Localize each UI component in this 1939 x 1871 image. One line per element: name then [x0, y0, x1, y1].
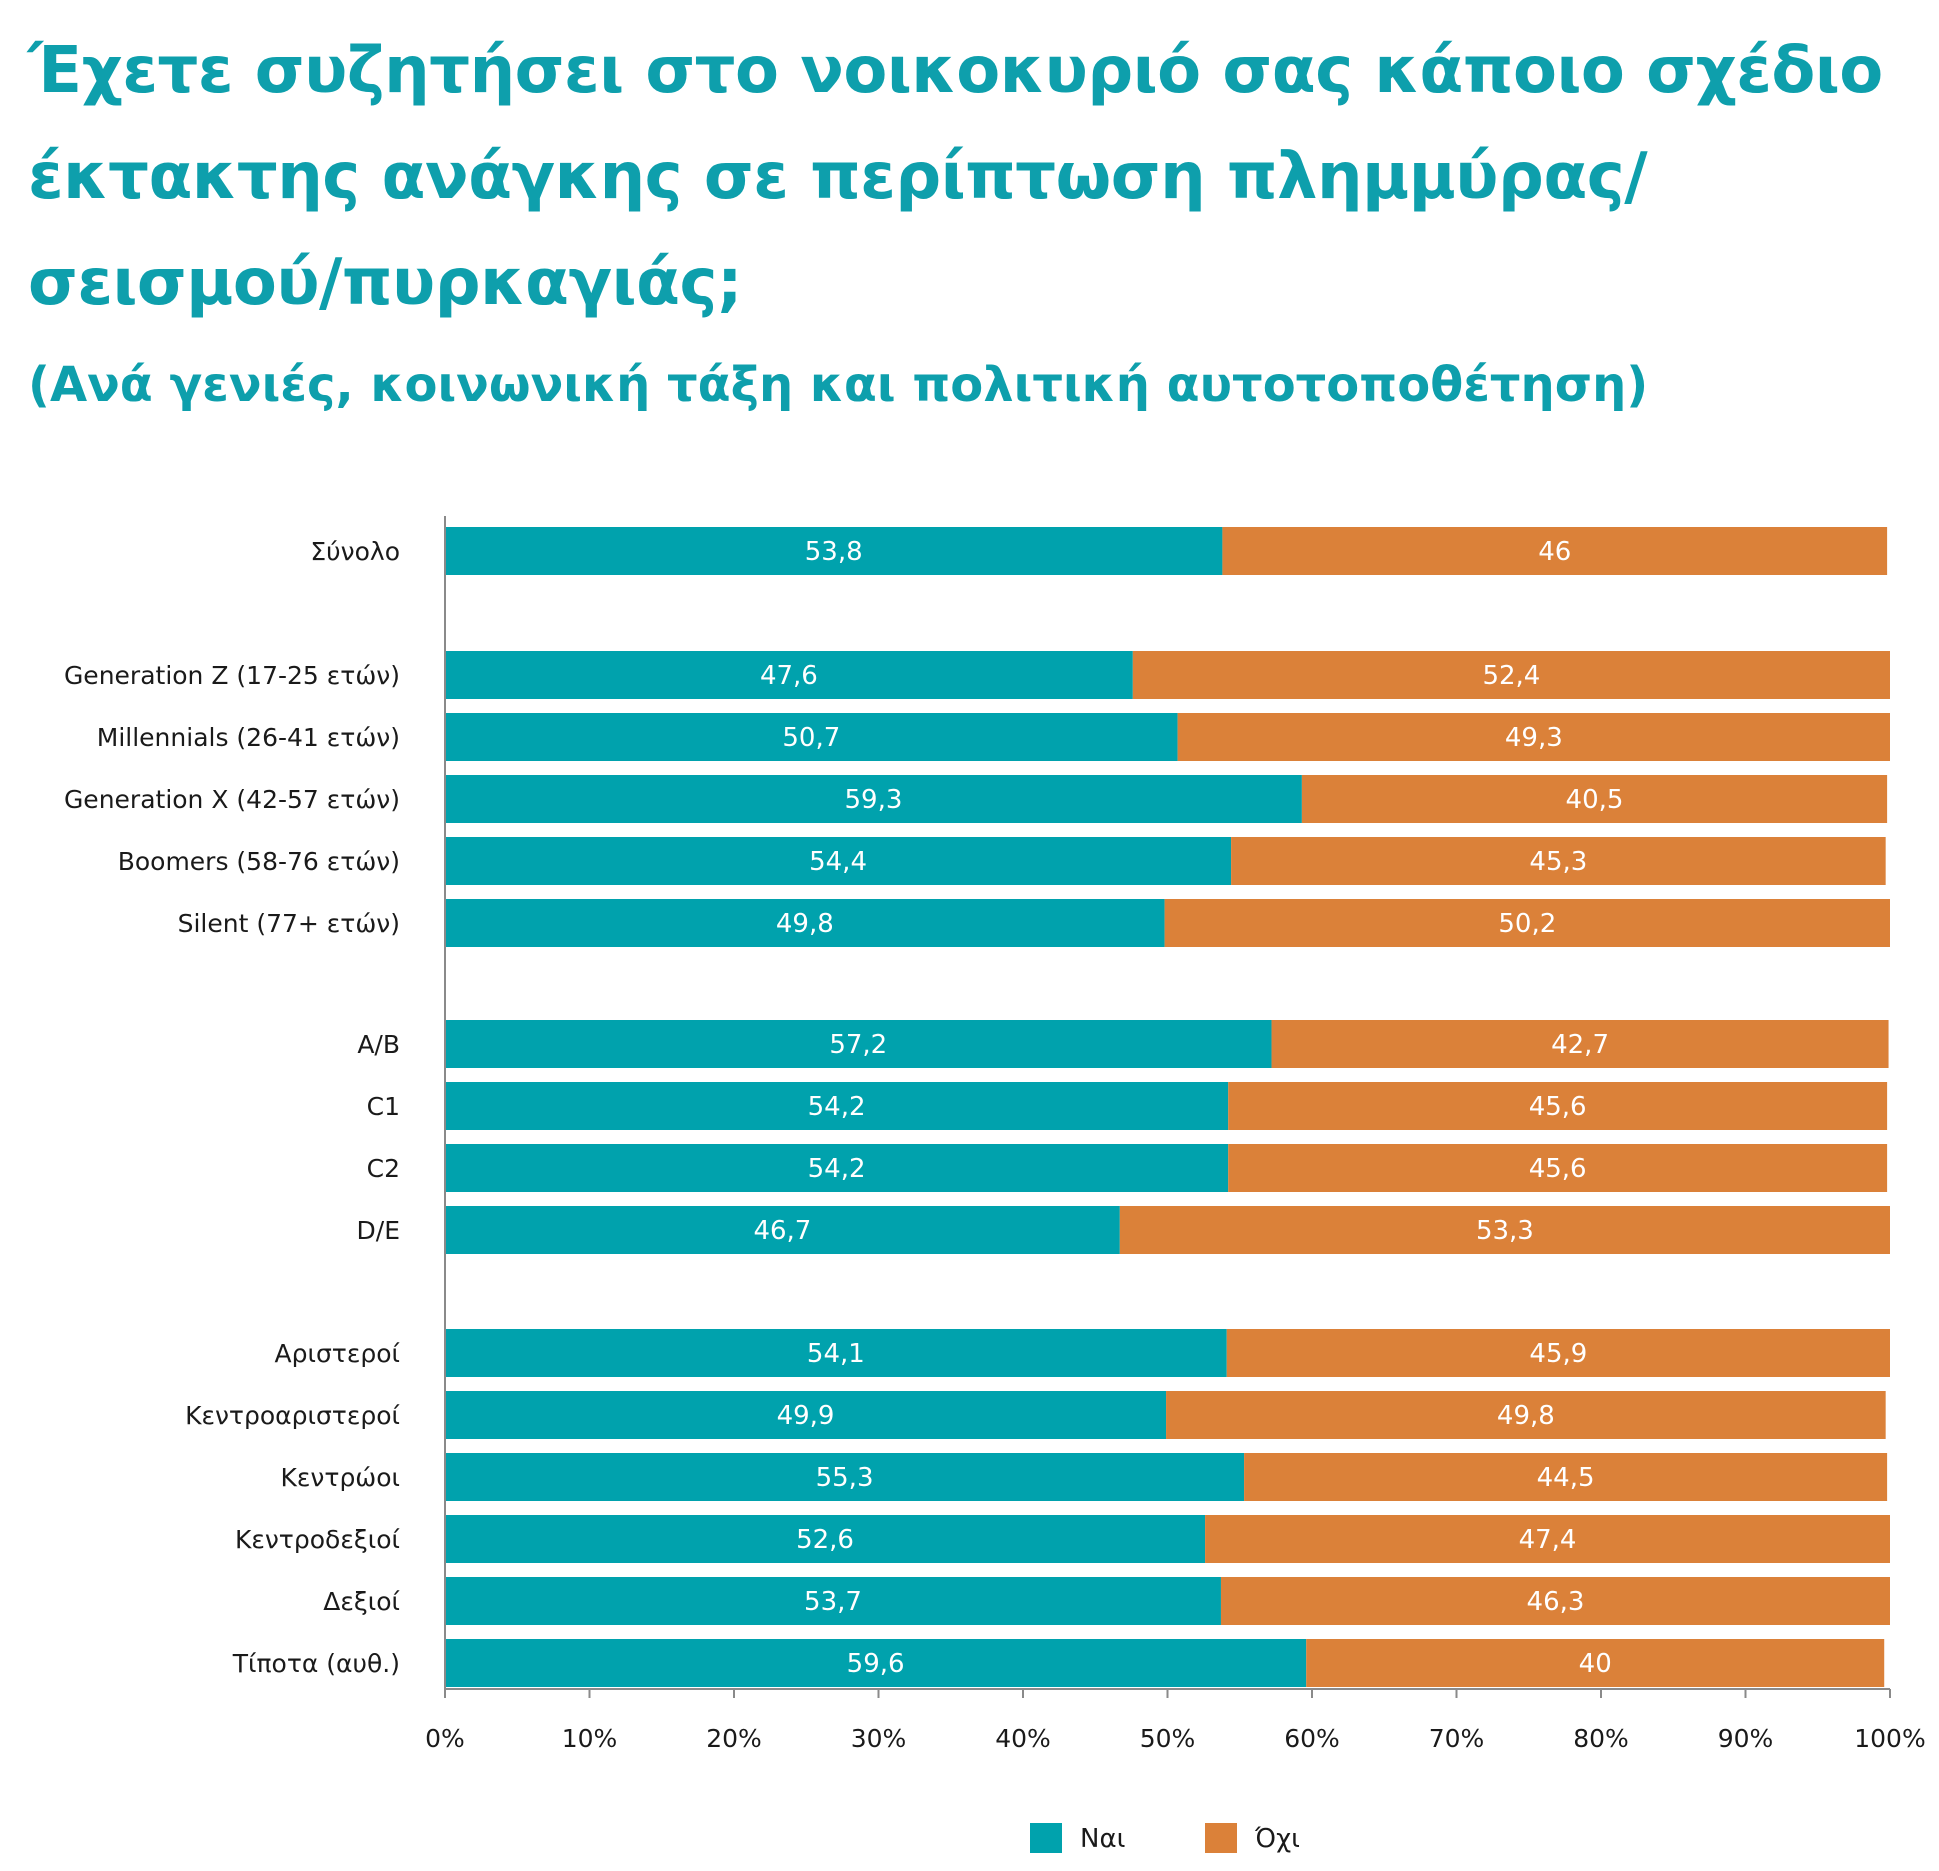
category-label: Κεντροδεξιοί	[235, 1525, 401, 1554]
data-label: 54,2	[808, 1092, 866, 1122]
data-label: 40,5	[1566, 785, 1624, 815]
bar-no	[1166, 1391, 1886, 1439]
bar-yes	[445, 1329, 1227, 1377]
bar-no	[1177, 713, 1890, 761]
x-tick-label: 50%	[1140, 1724, 1196, 1753]
data-label: 54,2	[808, 1154, 866, 1184]
data-label: 53,7	[804, 1587, 862, 1617]
legend-swatch-no	[1205, 1823, 1237, 1853]
data-label: 47,6	[760, 661, 818, 691]
category-label: Τίποτα (αυθ.)	[232, 1649, 400, 1678]
data-label: 49,9	[777, 1401, 835, 1431]
category-label: Silent (77+ ετών)	[178, 909, 400, 938]
bar-no	[1301, 775, 1888, 823]
stacked-bar-chart: 53,8 46 Σύνολο 47,6 52,4 Generation Z (17-25 …	[64, 516, 1926, 1854]
bar-no	[1220, 1577, 1890, 1625]
category-label: A/B	[357, 1030, 400, 1059]
bar-no	[1132, 651, 1890, 699]
data-label: 45,9	[1529, 1339, 1587, 1369]
x-tick-label: 10%	[562, 1724, 618, 1753]
chart-title: Έχετε συζητήσει στο νοικοκυριό σας κάποι…	[28, 34, 1883, 320]
data-label: 49,8	[1497, 1401, 1555, 1431]
data-label: 52,6	[796, 1525, 854, 1555]
data-label: 49,3	[1505, 723, 1563, 753]
data-label: 46	[1538, 537, 1571, 567]
category-label: Κεντρώοι	[281, 1463, 400, 1492]
x-tick-label: 70%	[1429, 1724, 1485, 1753]
category-label: Millennials (26-41 ετών)	[97, 723, 400, 752]
category-label: C1	[367, 1092, 400, 1121]
bar-no	[1164, 899, 1890, 947]
bar-yes	[445, 527, 1223, 575]
bar-no	[1228, 1082, 1888, 1130]
bar-yes	[445, 1020, 1272, 1068]
data-label: 54,1	[807, 1339, 865, 1369]
bar-no	[1231, 837, 1886, 885]
legend-swatch-yes	[1030, 1823, 1062, 1853]
data-label: 53,3	[1476, 1216, 1534, 1246]
data-label: 44,5	[1537, 1463, 1595, 1493]
category-label: Δεξιοί	[323, 1587, 400, 1616]
category-label: Boomers (58-76 ετών)	[118, 847, 400, 876]
bar-no	[1205, 1515, 1890, 1563]
x-tick-label: 40%	[995, 1724, 1051, 1753]
bar-no	[1271, 1020, 1889, 1068]
bar-yes	[445, 837, 1232, 885]
category-label: Generation X (42-57 ετών)	[64, 785, 400, 814]
data-label: 55,3	[816, 1463, 874, 1493]
bar-yes	[445, 775, 1302, 823]
data-label: 46,3	[1527, 1587, 1585, 1617]
data-label: 45,6	[1529, 1092, 1587, 1122]
category-label: Σύνολο	[310, 537, 400, 566]
bar-no	[1228, 1144, 1888, 1192]
data-label: 45,6	[1529, 1154, 1587, 1184]
data-label: 52,4	[1482, 661, 1540, 691]
bar-yes	[445, 1206, 1120, 1254]
bar-yes	[445, 1577, 1221, 1625]
data-label: 45,3	[1529, 847, 1587, 877]
bar-no	[1226, 1329, 1890, 1377]
bar-no	[1244, 1453, 1888, 1501]
data-label: 50,7	[782, 723, 840, 753]
category-label: C2	[367, 1154, 400, 1183]
data-label: 50,2	[1498, 909, 1556, 939]
bar-yes	[445, 1453, 1245, 1501]
bar-yes	[445, 899, 1165, 947]
x-tick-label: 90%	[1718, 1724, 1774, 1753]
x-tick-label: 100%	[1854, 1724, 1925, 1753]
bar-yes	[445, 1515, 1206, 1563]
data-label: 59,6	[847, 1649, 905, 1679]
data-label: 46,7	[753, 1216, 811, 1246]
category-label: Αριστεροί	[275, 1339, 401, 1368]
data-label: 57,2	[829, 1030, 887, 1060]
data-label: 54,4	[809, 847, 867, 877]
bar-no	[1222, 527, 1888, 575]
data-label: 47,4	[1519, 1525, 1577, 1555]
data-label: 59,3	[844, 785, 902, 815]
bar-yes	[445, 651, 1133, 699]
bar-yes	[445, 1144, 1229, 1192]
bar-no	[1306, 1639, 1885, 1687]
bar-yes	[445, 1082, 1229, 1130]
x-tick-label: 0%	[425, 1724, 465, 1753]
legend-label-yes: Ναι	[1080, 1824, 1125, 1854]
x-tick-label: 30%	[851, 1724, 907, 1753]
data-label: 49,8	[776, 909, 834, 939]
chart-subtitle: (Ανά γενιές, κοινωνική τάξη και πολιτική…	[28, 357, 1649, 413]
category-label: Κεντροαριστεροί	[185, 1401, 400, 1430]
bar-yes	[445, 1639, 1307, 1687]
data-label: 53,8	[805, 537, 863, 567]
bar-no	[1119, 1206, 1890, 1254]
x-tick-label: 60%	[1284, 1724, 1340, 1753]
category-label: Generation Z (17-25 ετών)	[64, 661, 400, 690]
bar-yes	[445, 1391, 1167, 1439]
bar-yes	[445, 713, 1178, 761]
data-label: 40	[1579, 1649, 1612, 1679]
legend-label-no: Όχι	[1254, 1824, 1300, 1854]
x-tick-label: 20%	[706, 1724, 762, 1753]
data-label: 42,7	[1551, 1030, 1609, 1060]
x-tick-label: 80%	[1573, 1724, 1629, 1753]
category-label: D/E	[357, 1216, 400, 1245]
